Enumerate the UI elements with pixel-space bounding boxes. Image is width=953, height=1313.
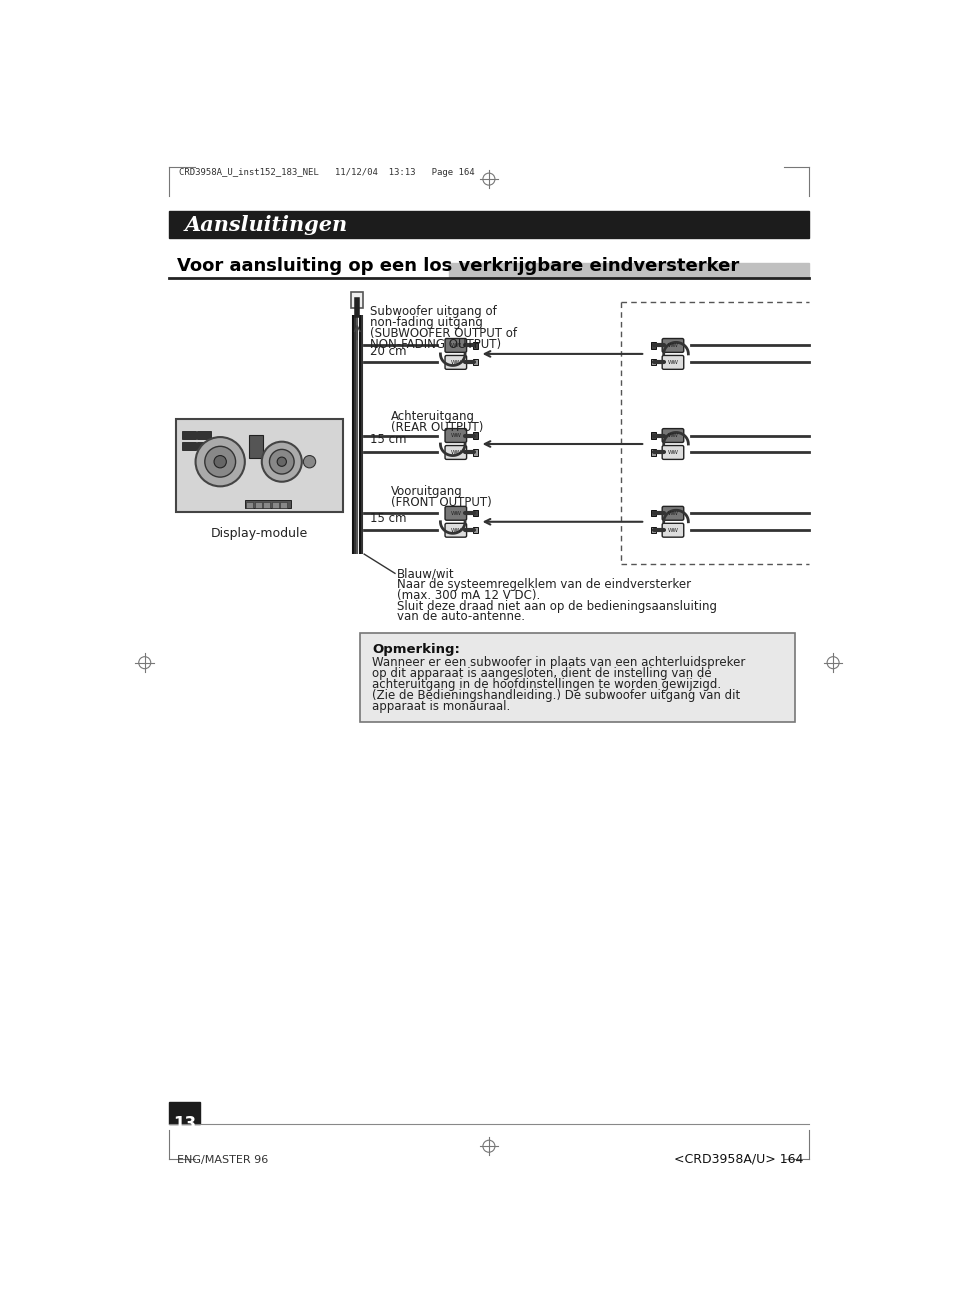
Text: Display-module: Display-module	[211, 527, 308, 540]
Bar	[473, 449, 477, 456]
Text: WW: WW	[450, 433, 461, 439]
Text: WW: WW	[450, 360, 461, 365]
FancyBboxPatch shape	[444, 356, 466, 369]
Text: Aansluitingen: Aansluitingen	[185, 215, 348, 235]
Bar	[170, 210, 808, 239]
Text: (FRONT OUTPUT): (FRONT OUTPUT)	[391, 495, 492, 508]
Bar	[197, 431, 211, 439]
Bar	[181, 442, 195, 450]
Bar	[351, 293, 363, 307]
Text: non-fading uitgang: non-fading uitgang	[369, 316, 482, 330]
FancyBboxPatch shape	[661, 524, 683, 537]
Bar	[245, 500, 291, 508]
Circle shape	[269, 449, 294, 474]
Text: WW: WW	[450, 343, 461, 348]
FancyBboxPatch shape	[661, 507, 683, 520]
Bar	[473, 432, 477, 439]
Bar	[249, 435, 262, 458]
Text: 15 cm: 15 cm	[369, 512, 406, 525]
Text: Wanneer er een subwoofer in plaats van een achterluidspreker: Wanneer er een subwoofer in plaats van e…	[372, 655, 744, 668]
Text: 15 cm: 15 cm	[369, 433, 406, 446]
Text: (REAR OUTPUT): (REAR OUTPUT)	[391, 421, 483, 433]
Bar	[272, 502, 278, 508]
Text: WW: WW	[667, 450, 678, 456]
Text: Voor aansluiting op een los verkrijgbare eindversterker: Voor aansluiting op een los verkrijgbare…	[177, 256, 739, 274]
Circle shape	[213, 456, 226, 467]
FancyBboxPatch shape	[661, 339, 683, 352]
Text: (Zie de Bedieningshandleiding.) De subwoofer uitgang van dit: (Zie de Bedieningshandleiding.) De subwo…	[372, 689, 740, 702]
Bar	[197, 442, 211, 450]
Text: WW: WW	[450, 511, 461, 516]
Text: (max. 300 mA 12 V DC).: (max. 300 mA 12 V DC).	[396, 588, 540, 601]
FancyBboxPatch shape	[444, 428, 466, 442]
FancyBboxPatch shape	[661, 428, 683, 442]
FancyBboxPatch shape	[444, 524, 466, 537]
Text: (SUBWOOFER OUTPUT of: (SUBWOOFER OUTPUT of	[369, 327, 516, 340]
FancyBboxPatch shape	[444, 445, 466, 460]
Bar	[181, 431, 195, 439]
Text: Opmerking:: Opmerking:	[372, 643, 459, 656]
Text: WW: WW	[667, 343, 678, 348]
Text: Vooruitgang: Vooruitgang	[391, 484, 462, 498]
Text: 20 cm: 20 cm	[369, 345, 406, 358]
Text: WW: WW	[667, 360, 678, 365]
Bar	[449, 263, 808, 277]
Bar	[175, 419, 343, 512]
Circle shape	[205, 446, 235, 477]
Text: apparaat is monauraal.: apparaat is monauraal.	[372, 700, 510, 713]
FancyBboxPatch shape	[444, 339, 466, 352]
Bar	[650, 449, 656, 456]
Bar	[246, 502, 253, 508]
Bar	[650, 360, 656, 365]
Text: CRD3958A_U_inst152_183_NEL   11/12/04  13:13   Page 164: CRD3958A_U_inst152_183_NEL 11/12/04 13:1…	[179, 168, 475, 177]
Text: WW: WW	[450, 450, 461, 456]
Text: op dit apparaat is aangesloten, dient de instelling van de: op dit apparaat is aangesloten, dient de…	[372, 667, 711, 680]
Bar	[170, 1103, 200, 1124]
Circle shape	[303, 456, 315, 467]
Circle shape	[195, 437, 245, 486]
FancyBboxPatch shape	[661, 356, 683, 369]
FancyBboxPatch shape	[661, 445, 683, 460]
Text: NON-FADING OUTPUT): NON-FADING OUTPUT)	[369, 337, 500, 351]
Bar	[650, 343, 656, 348]
Text: Blauw/wit: Blauw/wit	[396, 567, 455, 580]
Text: WW: WW	[667, 433, 678, 439]
Circle shape	[277, 457, 286, 466]
Bar	[360, 633, 795, 722]
Bar	[280, 502, 287, 508]
Text: Naar de systeemregelklem van de eindversterker: Naar de systeemregelklem van de eindvers…	[396, 578, 691, 591]
Circle shape	[261, 441, 301, 482]
Bar	[473, 343, 477, 348]
Bar	[650, 511, 656, 516]
Text: Achteruitgang: Achteruitgang	[391, 410, 475, 423]
Text: WW: WW	[450, 528, 461, 533]
Text: WW: WW	[667, 511, 678, 516]
Bar	[473, 511, 477, 516]
Text: van de auto-antenne.: van de auto-antenne.	[396, 611, 525, 624]
Text: 13: 13	[173, 1115, 196, 1133]
Bar	[473, 360, 477, 365]
Text: <CRD3958A/U> 164: <CRD3958A/U> 164	[673, 1153, 802, 1166]
Text: WW: WW	[667, 528, 678, 533]
Bar	[263, 502, 270, 508]
Text: achteruitgang in de hoofdinstellingen te worden gewijzigd.: achteruitgang in de hoofdinstellingen te…	[372, 678, 720, 691]
Text: ENG/MASTER 96: ENG/MASTER 96	[177, 1154, 268, 1165]
Bar	[473, 527, 477, 533]
Bar	[254, 502, 261, 508]
FancyBboxPatch shape	[444, 507, 466, 520]
Text: Subwoofer uitgang of: Subwoofer uitgang of	[369, 306, 496, 318]
Bar	[650, 527, 656, 533]
Bar	[650, 432, 656, 439]
Text: Sluit deze draad niet aan op de bedieningsaansluiting: Sluit deze draad niet aan op de bedienin…	[396, 600, 717, 613]
